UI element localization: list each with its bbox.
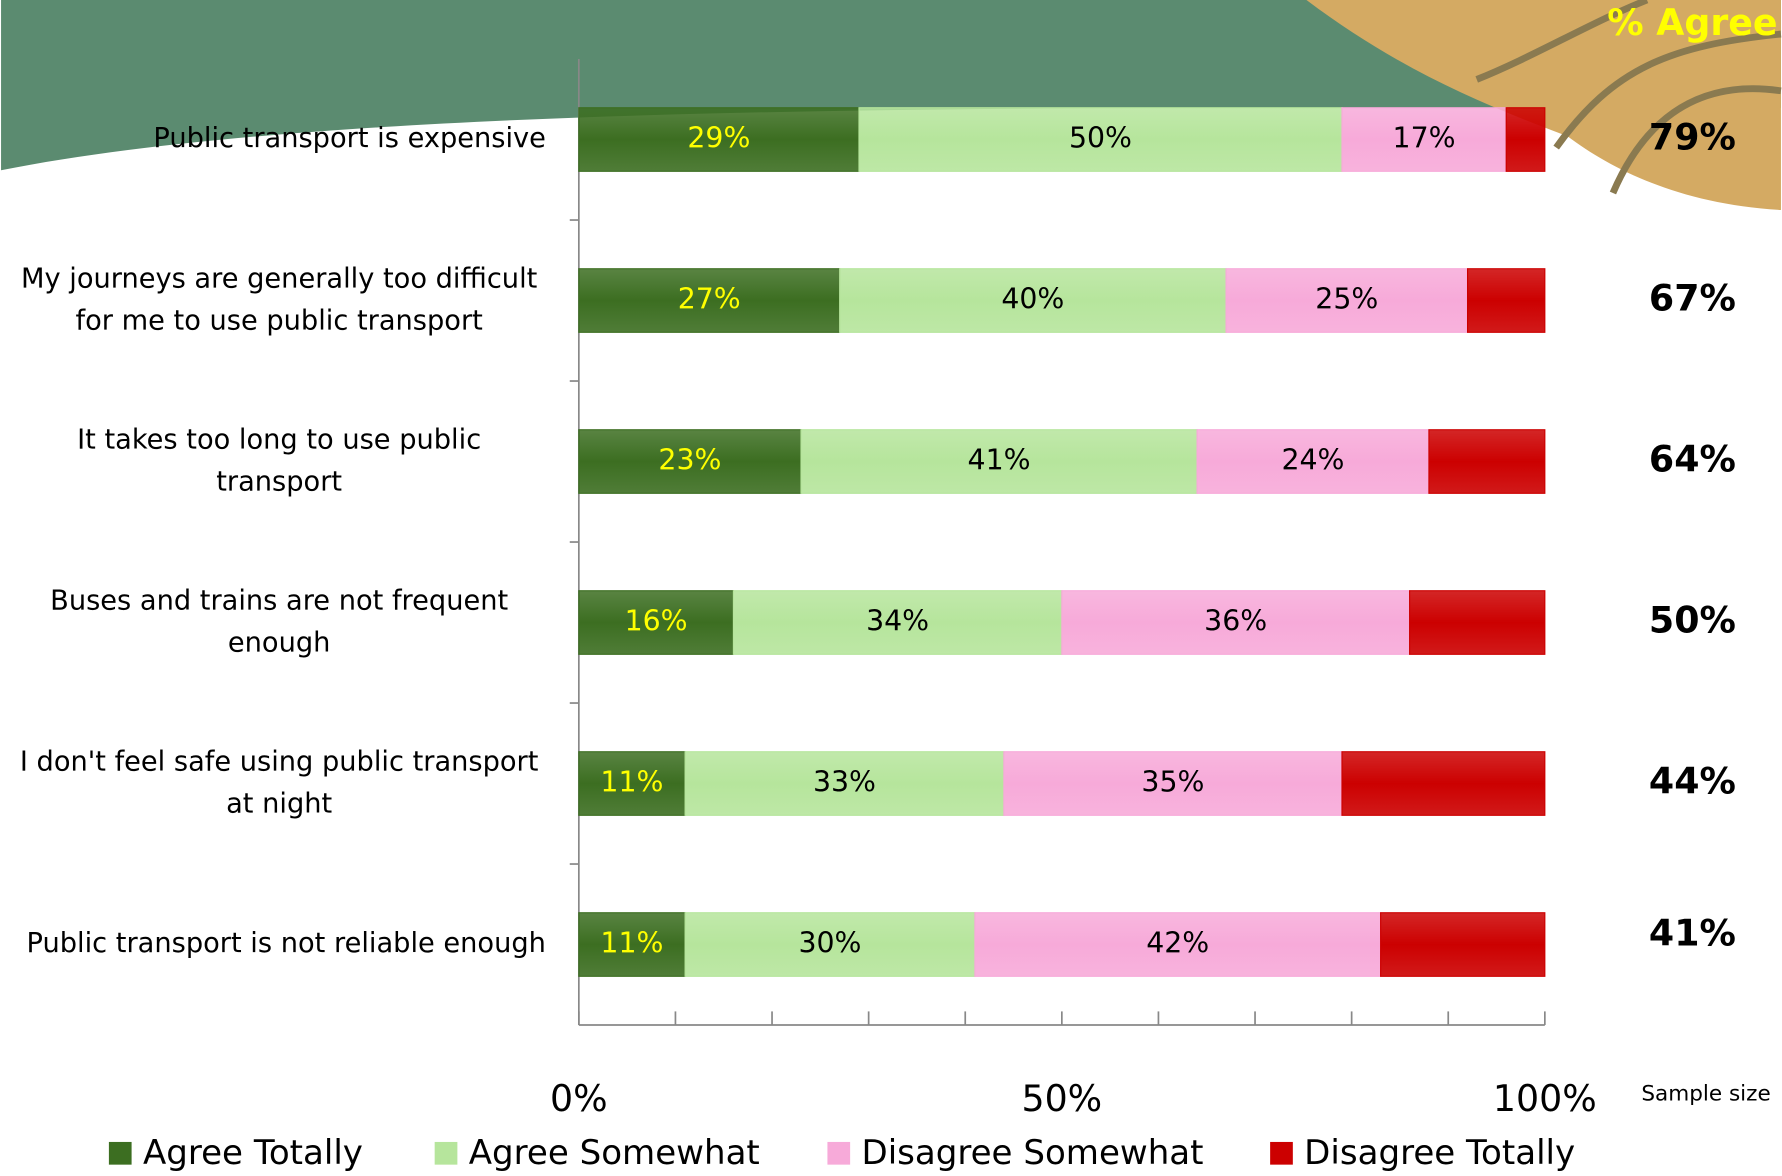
bar-segment <box>578 590 734 655</box>
category-label: Public transport is expensive <box>153 123 546 154</box>
data-label: 50% <box>1069 122 1132 155</box>
data-label: 35% <box>1141 766 1204 799</box>
tree-branches <box>1475 0 1782 195</box>
category-label: Buses and trains are not frequent enough <box>50 585 508 658</box>
data-label: 24% <box>1281 444 1344 477</box>
bar-segment <box>839 268 1227 333</box>
side-value: 79% <box>1649 116 1736 159</box>
side-value: 64% <box>1649 438 1736 481</box>
data-label: 36% <box>1204 605 1267 638</box>
category-label: Public transport is not reliable enough <box>27 928 546 959</box>
bar-segment <box>1505 107 1546 172</box>
legend-label: Disagree Somewhat <box>861 1133 1203 1173</box>
legend-swatch <box>434 1141 458 1165</box>
legend-label: Disagree Totally <box>1304 1133 1575 1173</box>
data-label: 27% <box>678 283 741 316</box>
bar-segment <box>1225 268 1469 333</box>
x-tick-label: 50% <box>1021 1077 1102 1120</box>
legend-label: Agree Somewhat <box>469 1133 760 1173</box>
bar-segment <box>1466 268 1546 333</box>
bar-segment <box>684 751 1005 816</box>
bar-segment <box>578 429 802 494</box>
bar-segment <box>578 268 841 333</box>
data-label: 40% <box>1001 283 1064 316</box>
category-label: I don't feel safe using public transport… <box>20 746 539 819</box>
side-column-title: % Agree <box>1607 1 1777 44</box>
bar-segment <box>800 429 1198 494</box>
bar-segment <box>1428 429 1546 494</box>
data-label: 17% <box>1393 122 1456 155</box>
data-label: 33% <box>813 766 876 799</box>
bar-segment <box>1341 107 1507 172</box>
bar-segment <box>858 107 1343 172</box>
data-label: 29% <box>687 122 750 155</box>
bar-segment <box>684 912 976 977</box>
bar-segment <box>1409 590 1546 655</box>
legend-swatch <box>108 1141 132 1165</box>
note: Sample size <box>1641 1081 1770 1106</box>
tree-decoration <box>1306 0 1781 210</box>
x-tick-label: 0% <box>550 1077 608 1120</box>
data-label: 11% <box>600 927 663 960</box>
data-label: 42% <box>1146 927 1209 960</box>
legend-swatch <box>1270 1141 1293 1165</box>
data-label: 34% <box>866 605 929 638</box>
category-label: It takes too long to use public transport <box>77 424 481 497</box>
bar-segment <box>1341 751 1546 816</box>
bar-segment <box>1380 912 1546 977</box>
bar-segment <box>1196 429 1430 494</box>
bar-segment <box>578 107 860 172</box>
data-label: 16% <box>625 605 688 638</box>
category-label: My journeys are generally too difficult f… <box>21 263 538 336</box>
bar-segment <box>578 751 686 816</box>
legend-label: Agree Totally <box>143 1133 363 1173</box>
banner <box>1 0 1781 171</box>
data-label: 41% <box>968 444 1031 477</box>
data-label: 30% <box>798 927 861 960</box>
side-value: 67% <box>1649 277 1736 320</box>
side-value: 41% <box>1649 911 1736 954</box>
side-value: 44% <box>1649 760 1736 803</box>
data-label: 25% <box>1315 283 1378 316</box>
data-label: 11% <box>600 766 663 799</box>
legend-swatch <box>827 1141 851 1165</box>
side-value: 50% <box>1649 599 1736 642</box>
data-label: 23% <box>658 444 721 477</box>
x-tick-label: 100% <box>1493 1077 1597 1120</box>
